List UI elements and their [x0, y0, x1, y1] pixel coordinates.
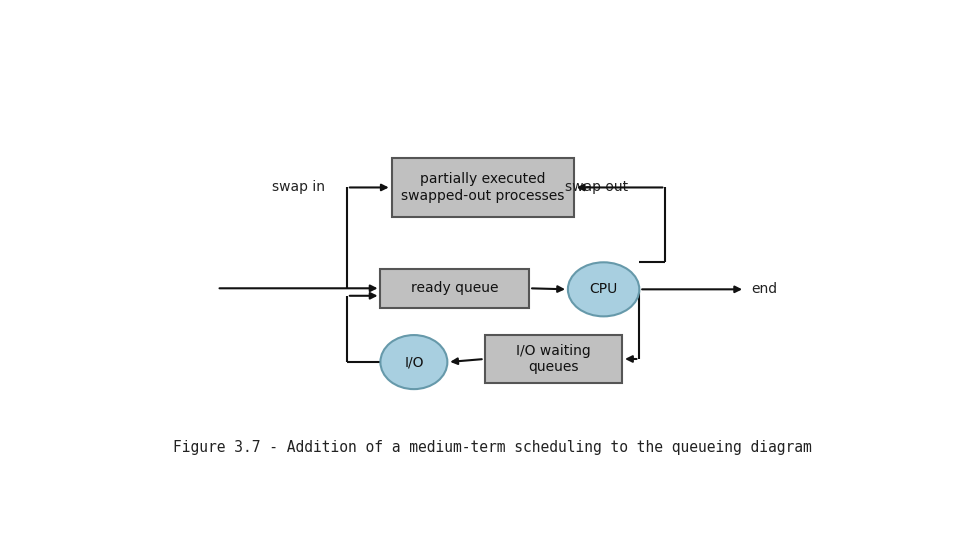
Text: end: end — [751, 282, 777, 296]
FancyBboxPatch shape — [392, 158, 574, 217]
Text: I/O waiting
queues: I/O waiting queues — [516, 344, 590, 374]
FancyBboxPatch shape — [485, 335, 622, 383]
Ellipse shape — [568, 262, 639, 316]
Ellipse shape — [380, 335, 447, 389]
FancyBboxPatch shape — [380, 268, 529, 308]
Text: I/O: I/O — [404, 355, 423, 369]
Text: Figure 3.7 - Addition of a medium-term scheduling to the queueing diagram: Figure 3.7 - Addition of a medium-term s… — [173, 440, 811, 455]
Text: CPU: CPU — [589, 282, 617, 296]
Text: partially executed
swapped-out processes: partially executed swapped-out processes — [401, 172, 564, 202]
Text: swap out: swap out — [564, 180, 628, 194]
Text: ready queue: ready queue — [411, 281, 498, 295]
Text: swap in: swap in — [272, 180, 325, 194]
